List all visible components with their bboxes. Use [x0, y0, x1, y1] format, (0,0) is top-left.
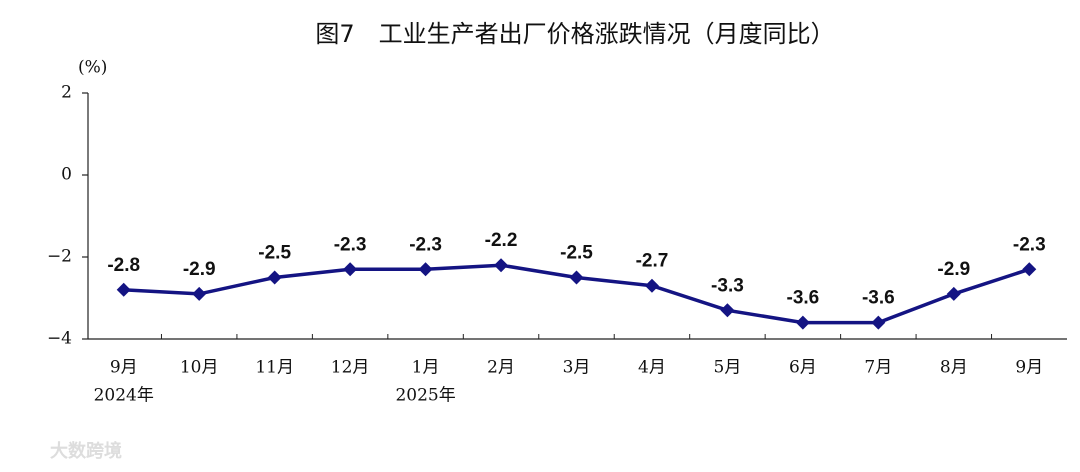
x-tick-label: 6月 [789, 358, 817, 378]
value-label: -3.3 [711, 275, 744, 296]
marker [946, 286, 961, 301]
value-label: -3.6 [862, 288, 895, 309]
value-label: -2.3 [1013, 234, 1046, 255]
value-label: -2.9 [183, 259, 216, 280]
value-label: -2.9 [937, 259, 970, 280]
y-tick-label: −4 [47, 329, 72, 349]
x-tick-label: 9月 [110, 358, 138, 378]
marker [795, 315, 810, 330]
value-label: -3.6 [787, 288, 820, 309]
value-label: -2.7 [636, 251, 669, 272]
marker [418, 262, 433, 277]
marker [116, 282, 131, 297]
x-tick-label: 11月 [255, 358, 294, 378]
value-label: -2.5 [258, 243, 291, 264]
marker [871, 315, 886, 330]
x-tick-label: 12月 [331, 358, 370, 378]
y-tick-label: 0 [61, 165, 72, 185]
x-tick-label: 9月 [1015, 358, 1043, 378]
value-label: -2.2 [485, 230, 518, 251]
marker [494, 258, 509, 273]
marker [192, 286, 207, 301]
chart-title: 图7 工业生产者出厂价格涨跌情况（月度同比） [315, 20, 834, 48]
x-tick-label: 4月 [638, 358, 666, 378]
x-tick-label: 1月 [412, 358, 440, 378]
marker [267, 270, 282, 285]
x-tick-label: 2月 [487, 358, 515, 378]
x-tick-label: 5月 [714, 358, 742, 378]
value-label: -2.8 [107, 255, 140, 276]
watermark: 大数跨境 [50, 440, 122, 462]
x-tick-label: 7月 [864, 358, 892, 378]
value-label: -2.5 [560, 243, 593, 264]
value-label: -2.3 [409, 234, 442, 255]
x-tick-sublabel: 2025年 [395, 386, 455, 406]
value-label: -2.3 [334, 234, 367, 255]
y-tick-label: −2 [47, 247, 72, 267]
marker [569, 270, 584, 285]
x-tick-label: 10月 [180, 358, 219, 378]
marker [720, 303, 735, 318]
x-tick-label: 3月 [563, 358, 591, 378]
y-tick-label: 2 [61, 83, 72, 103]
marker [1022, 262, 1037, 277]
marker [343, 262, 358, 277]
x-tick-label: 8月 [940, 358, 968, 378]
x-tick-sublabel: 2024年 [94, 386, 154, 406]
y-unit: (%) [78, 58, 107, 78]
marker [644, 278, 659, 293]
